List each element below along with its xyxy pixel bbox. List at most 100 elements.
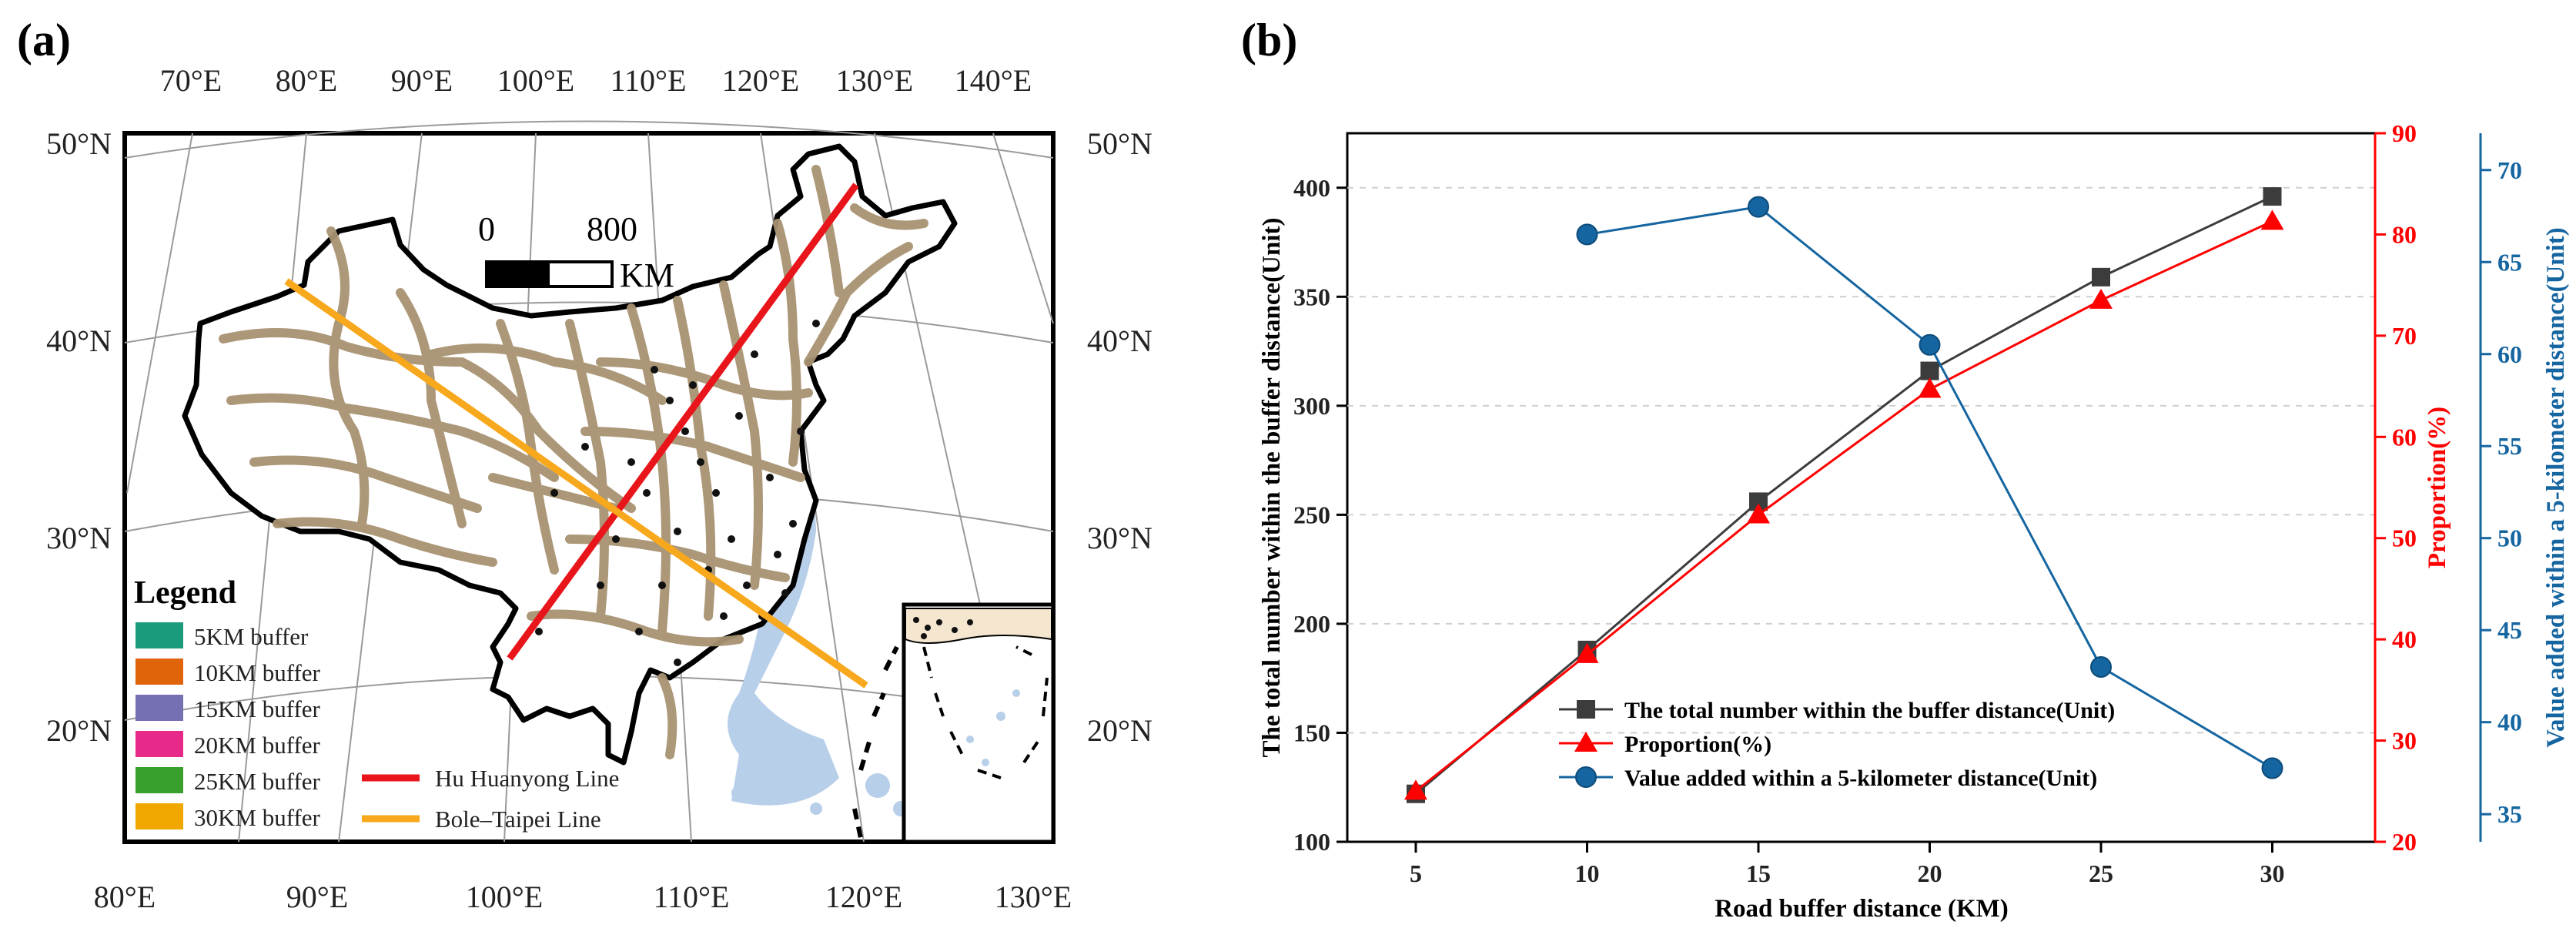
y-right1-tick-label: 90	[2392, 119, 2417, 147]
data-point	[1748, 196, 1769, 218]
legend-buffer-swatch	[135, 695, 183, 721]
left-lat-label: 20°N	[46, 713, 112, 748]
y-right2-tick-label: 55	[2497, 432, 2522, 460]
bottom-lon-label: 90°E	[286, 880, 348, 914]
legend-buffer-swatch	[135, 767, 183, 793]
legend-buffer-swatch	[135, 731, 183, 757]
y-left-tick-label: 200	[1293, 610, 1330, 638]
data-point	[1919, 333, 1941, 356]
plot-frame	[1346, 132, 2377, 843]
y-left-tick-label: 350	[1293, 283, 1330, 310]
data-point	[1747, 503, 1770, 524]
legend-buffer-swatch	[135, 803, 183, 829]
legend-marker	[1577, 700, 1595, 719]
bottom-lon-label: 130°E	[995, 880, 1072, 914]
y-right2-tick-label: 45	[2497, 616, 2522, 644]
y-right1-tick-label: 50	[2392, 524, 2417, 552]
data-point	[2092, 267, 2110, 287]
panel-a-label: (a)	[17, 15, 71, 65]
legend-buffer-label: 15KM buffer	[194, 695, 321, 722]
legend-buffer-swatch	[135, 622, 183, 648]
left-lat-label: 30°N	[46, 521, 112, 555]
legend-title: Legend	[134, 575, 236, 611]
data-point	[1576, 223, 1598, 246]
y-left-axis-title: The total number within the buffer dista…	[1258, 218, 1286, 758]
right-lat-label: 40°N	[1087, 323, 1153, 358]
y-left-tick-label: 250	[1293, 501, 1330, 528]
y-right1-tick-label: 80	[2392, 220, 2417, 248]
bottom-lon-label: 110°E	[654, 880, 730, 914]
data-point	[2263, 187, 2282, 206]
data-point	[1920, 361, 1939, 380]
gridlines	[1347, 186, 2375, 734]
y-right1-axis-title: Proportion(%)	[2424, 407, 2451, 568]
top-lon-label: 70°E	[160, 63, 222, 98]
scale-end-label: 800	[587, 210, 637, 248]
chart-legend: The total number within the buffer dista…	[1559, 698, 2115, 791]
legend-bole-label: Bole–Taipei Line	[435, 806, 601, 833]
y-right1-tick-label: 70	[2392, 322, 2417, 350]
x-tick-label: 20	[1918, 860, 1942, 887]
top-lon-label: 90°E	[391, 63, 453, 98]
data-point	[2260, 209, 2284, 230]
x-tick-label: 15	[1746, 860, 1771, 887]
legend-buffer-label: 30KM buffer	[194, 804, 321, 831]
y-left-tick-label: 100	[1293, 828, 1330, 856]
x-tick-label: 5	[1410, 860, 1422, 887]
legend-buffer-label: 20KM buffer	[194, 732, 321, 759]
legend-series1-label: The total number within the buffer dista…	[1624, 698, 2115, 723]
sample-points	[535, 320, 820, 666]
y-right2-tick-label: 60	[2497, 340, 2522, 368]
scale-unit-label: KM	[620, 256, 674, 294]
legend-buffer-label: 10KM buffer	[194, 659, 321, 686]
panel-b-label: (b)	[1241, 15, 1297, 65]
data-point	[2089, 288, 2113, 309]
scale-bar: 0 800 KM	[478, 210, 674, 294]
y-right1-tick-label: 60	[2392, 423, 2417, 451]
legend-series3-label: Value added within a 5-kilometer distanc…	[1624, 766, 2097, 791]
scale-bar-fill	[487, 262, 550, 287]
top-lon-label: 120°E	[722, 63, 799, 98]
left-lat-label: 40°N	[46, 323, 112, 358]
top-lon-label: 80°E	[276, 63, 337, 98]
map-legend: Legend 5KM buffer 10KM buffer 15KM buffer 2…	[134, 575, 619, 833]
legend-hu-label: Hu Huanyong Line	[435, 765, 619, 792]
legend-marker	[1575, 766, 1597, 788]
y-right2-tick-label: 40	[2497, 709, 2522, 736]
x-tick-label: 30	[2260, 860, 2285, 887]
legend-buffer-label: 5KM buffer	[194, 623, 309, 650]
x-tick-label: 25	[2089, 860, 2113, 887]
legend-series2-label: Proportion(%)	[1624, 732, 1771, 757]
inset-frame	[902, 602, 1055, 844]
right-lat-label: 50°N	[1087, 126, 1153, 161]
series-line	[1415, 195, 2273, 795]
bottom-lon-label: 120°E	[825, 880, 902, 914]
y-right1-tick-label: 30	[2392, 727, 2417, 755]
legend-buffer-label: 25KM buffer	[194, 768, 321, 795]
y-right1-tick-label: 40	[2392, 625, 2417, 653]
right-lat-label: 30°N	[1087, 521, 1153, 555]
data-point	[2090, 655, 2112, 678]
inset-map	[902, 602, 1055, 844]
axes: 100 150 200 250 300 350 400 5 10 15 20 25 30 20 30 40 50…	[1293, 119, 2522, 887]
y-right2-axis-title: Value added within a 5-kilometer distanc…	[2542, 227, 2570, 748]
y-right1-tick-label: 20	[2392, 828, 2417, 856]
bottom-lon-label: 80°E	[94, 880, 156, 914]
x-axis-title: Road buffer distance (KM)	[1715, 895, 2009, 923]
top-lon-label: 140°E	[955, 63, 1032, 98]
data-point	[1404, 779, 1427, 800]
series-line	[1587, 205, 2273, 769]
panel-b: (b) 100 150 200 250 300 350 400 5 10 15 20 25 30 20 30…	[1241, 15, 2570, 923]
data-point	[1575, 642, 1599, 663]
scale-start-label: 0	[478, 210, 495, 248]
data-point	[2261, 757, 2283, 779]
y-right2-tick-label: 70	[2497, 156, 2522, 184]
top-lon-label: 130°E	[836, 63, 913, 98]
data-point	[1918, 377, 1942, 398]
series-line	[1415, 220, 2273, 793]
y-left-tick-label: 150	[1293, 719, 1330, 746]
y-right2-tick-label: 50	[2497, 524, 2522, 552]
y-left-tick-label: 300	[1293, 392, 1330, 420]
y-left-tick-label: 400	[1293, 174, 1330, 202]
